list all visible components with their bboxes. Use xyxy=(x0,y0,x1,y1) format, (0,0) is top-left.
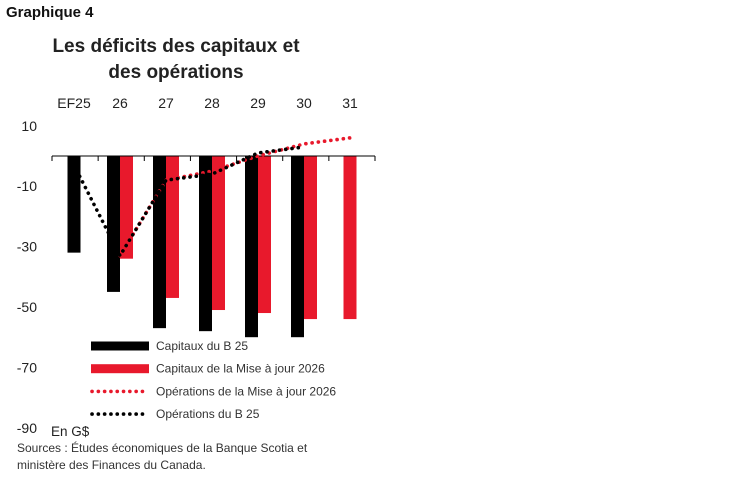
bar-capitaux-b25 xyxy=(291,156,304,338)
bar-capitaux-mise-a-jour xyxy=(212,156,225,311)
bar-capitaux-b25 xyxy=(107,156,120,292)
bar-capitaux-b25 xyxy=(153,156,166,329)
chart-title: Les déficits des capitaux et des opérati… xyxy=(20,34,332,86)
y-tick-label: -10 xyxy=(17,178,37,194)
y-tick-label: -90 xyxy=(17,420,37,436)
legend-swatch xyxy=(91,364,149,374)
category-label: EF25 xyxy=(57,95,91,111)
category-label: 30 xyxy=(296,95,312,111)
bar-capitaux-mise-a-jour xyxy=(343,156,357,320)
source-note: Sources : Études économiques de la Banqu… xyxy=(17,440,307,474)
category-label: 26 xyxy=(112,95,128,111)
category-label: 28 xyxy=(204,95,220,111)
unit-label: En G$ xyxy=(51,424,90,439)
legend-label: Opérations de la Mise à jour 2026 xyxy=(156,384,336,398)
y-tick-label: -30 xyxy=(17,239,37,255)
line-operations-b25 xyxy=(72,145,306,260)
source-line-1: Sources : Études économiques de la Banqu… xyxy=(17,441,308,455)
y-tick-label: 10 xyxy=(21,118,37,134)
legend-label: Opérations du B 25 xyxy=(156,407,260,421)
category-label: 27 xyxy=(158,95,174,111)
chart-title-line-1: Les déficits des capitaux et xyxy=(52,36,300,57)
bar-capitaux-mise-a-jour xyxy=(120,156,133,259)
line-operations-mise-a-jour xyxy=(118,136,352,258)
legend-label: Capitaux de la Mise à jour 2026 xyxy=(156,362,325,376)
category-label: 31 xyxy=(342,95,358,111)
bar-capitaux-mise-a-jour xyxy=(304,156,317,320)
legend-label: Capitaux du B 25 xyxy=(156,339,248,353)
category-label: 29 xyxy=(250,95,266,111)
chart-title-line-2: des opérations xyxy=(108,62,244,83)
figure-label: Graphique 4 xyxy=(6,4,94,21)
source-line-2: ministère des Finances du Canada. xyxy=(17,458,206,472)
bar-capitaux-b25 xyxy=(67,156,81,253)
y-tick-label: -70 xyxy=(17,359,37,375)
bar-capitaux-mise-a-jour xyxy=(258,156,271,314)
y-tick-label: -50 xyxy=(17,299,37,315)
legend-swatch xyxy=(91,341,149,351)
bar-capitaux-b25 xyxy=(199,156,212,332)
bar-capitaux-mise-a-jour xyxy=(166,156,179,298)
bar-capitaux-b25 xyxy=(245,156,258,338)
